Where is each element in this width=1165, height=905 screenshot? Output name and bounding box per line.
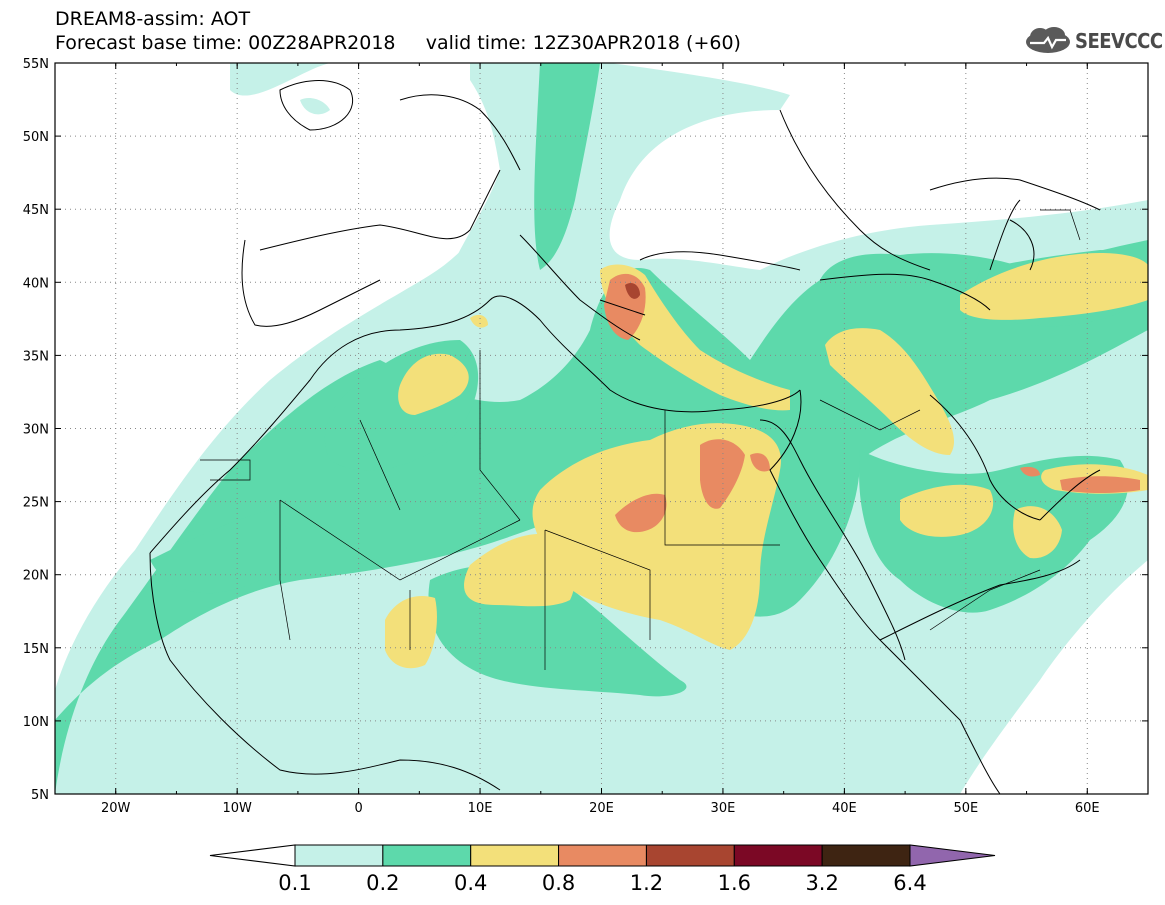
lat-label: 30N [23, 423, 49, 438]
colorbar-segment [294, 844, 384, 867]
colorbar-segment [209, 844, 296, 867]
lat-label: 55N [23, 57, 49, 72]
colorbar-label: 0.8 [542, 871, 575, 895]
colorbar-label: 3.2 [805, 871, 838, 895]
gridlines [55, 63, 1148, 794]
lon-label: 50E [953, 801, 978, 816]
lat-label: 5N [31, 788, 49, 803]
colorbar-segment [821, 844, 911, 867]
country-borders [200, 209, 1081, 670]
colorbar-segment [558, 844, 647, 867]
lat-label: 20N [23, 569, 49, 584]
forecast-time-subtitle: Forecast base time: 00Z28APR2018 valid t… [55, 32, 741, 54]
colorbar-label: 0.1 [278, 871, 311, 895]
colorbar-label: 1.6 [718, 871, 751, 895]
colorbar-segment [733, 844, 823, 867]
lon-label: 0 [354, 801, 362, 816]
colorbar-label: 6.4 [893, 871, 926, 895]
cloud-icon [1026, 27, 1070, 53]
lat-label: 10N [23, 715, 49, 730]
seevccc-logo [1026, 27, 1070, 53]
lat-label: 35N [23, 349, 49, 364]
lat-label: 15N [23, 642, 49, 657]
lon-label: 10E [468, 801, 493, 816]
colorbar-label: 0.2 [366, 871, 399, 895]
lon-label: 20E [589, 801, 614, 816]
colorbar-segment [382, 844, 472, 867]
colorbar-label: 1.2 [630, 871, 663, 895]
lat-label: 25N [23, 496, 49, 511]
colorbar-segment [470, 844, 560, 867]
lon-label: 30E [711, 801, 736, 816]
coastlines [149, 80, 1101, 794]
lat-label: 50N [23, 130, 49, 145]
lat-label: 45N [23, 203, 49, 218]
logo-text: SEEVCCC [1075, 29, 1163, 53]
colorbar: 0.1 0.2 0.4 0.8 1.2 1.6 3.2 6.4 [209, 844, 996, 895]
colorbar-segment [645, 844, 735, 867]
colorbar-label: 0.4 [454, 871, 487, 895]
lon-label: 40E [832, 801, 857, 816]
map-title: DREAM8-assim: AOT [55, 8, 251, 30]
axes: 20W 10W 0 10E 20E 30E 40E 50E 60E 55N 50N 45N 40N 35N… [23, 57, 1149, 816]
aot-class-1.2 [625, 283, 640, 299]
lon-label: 60E [1075, 801, 1100, 816]
colorbar-segment [909, 844, 996, 867]
lat-label: 40N [23, 276, 49, 291]
lon-label: 20W [101, 801, 131, 816]
lon-label: 10W [222, 801, 252, 816]
